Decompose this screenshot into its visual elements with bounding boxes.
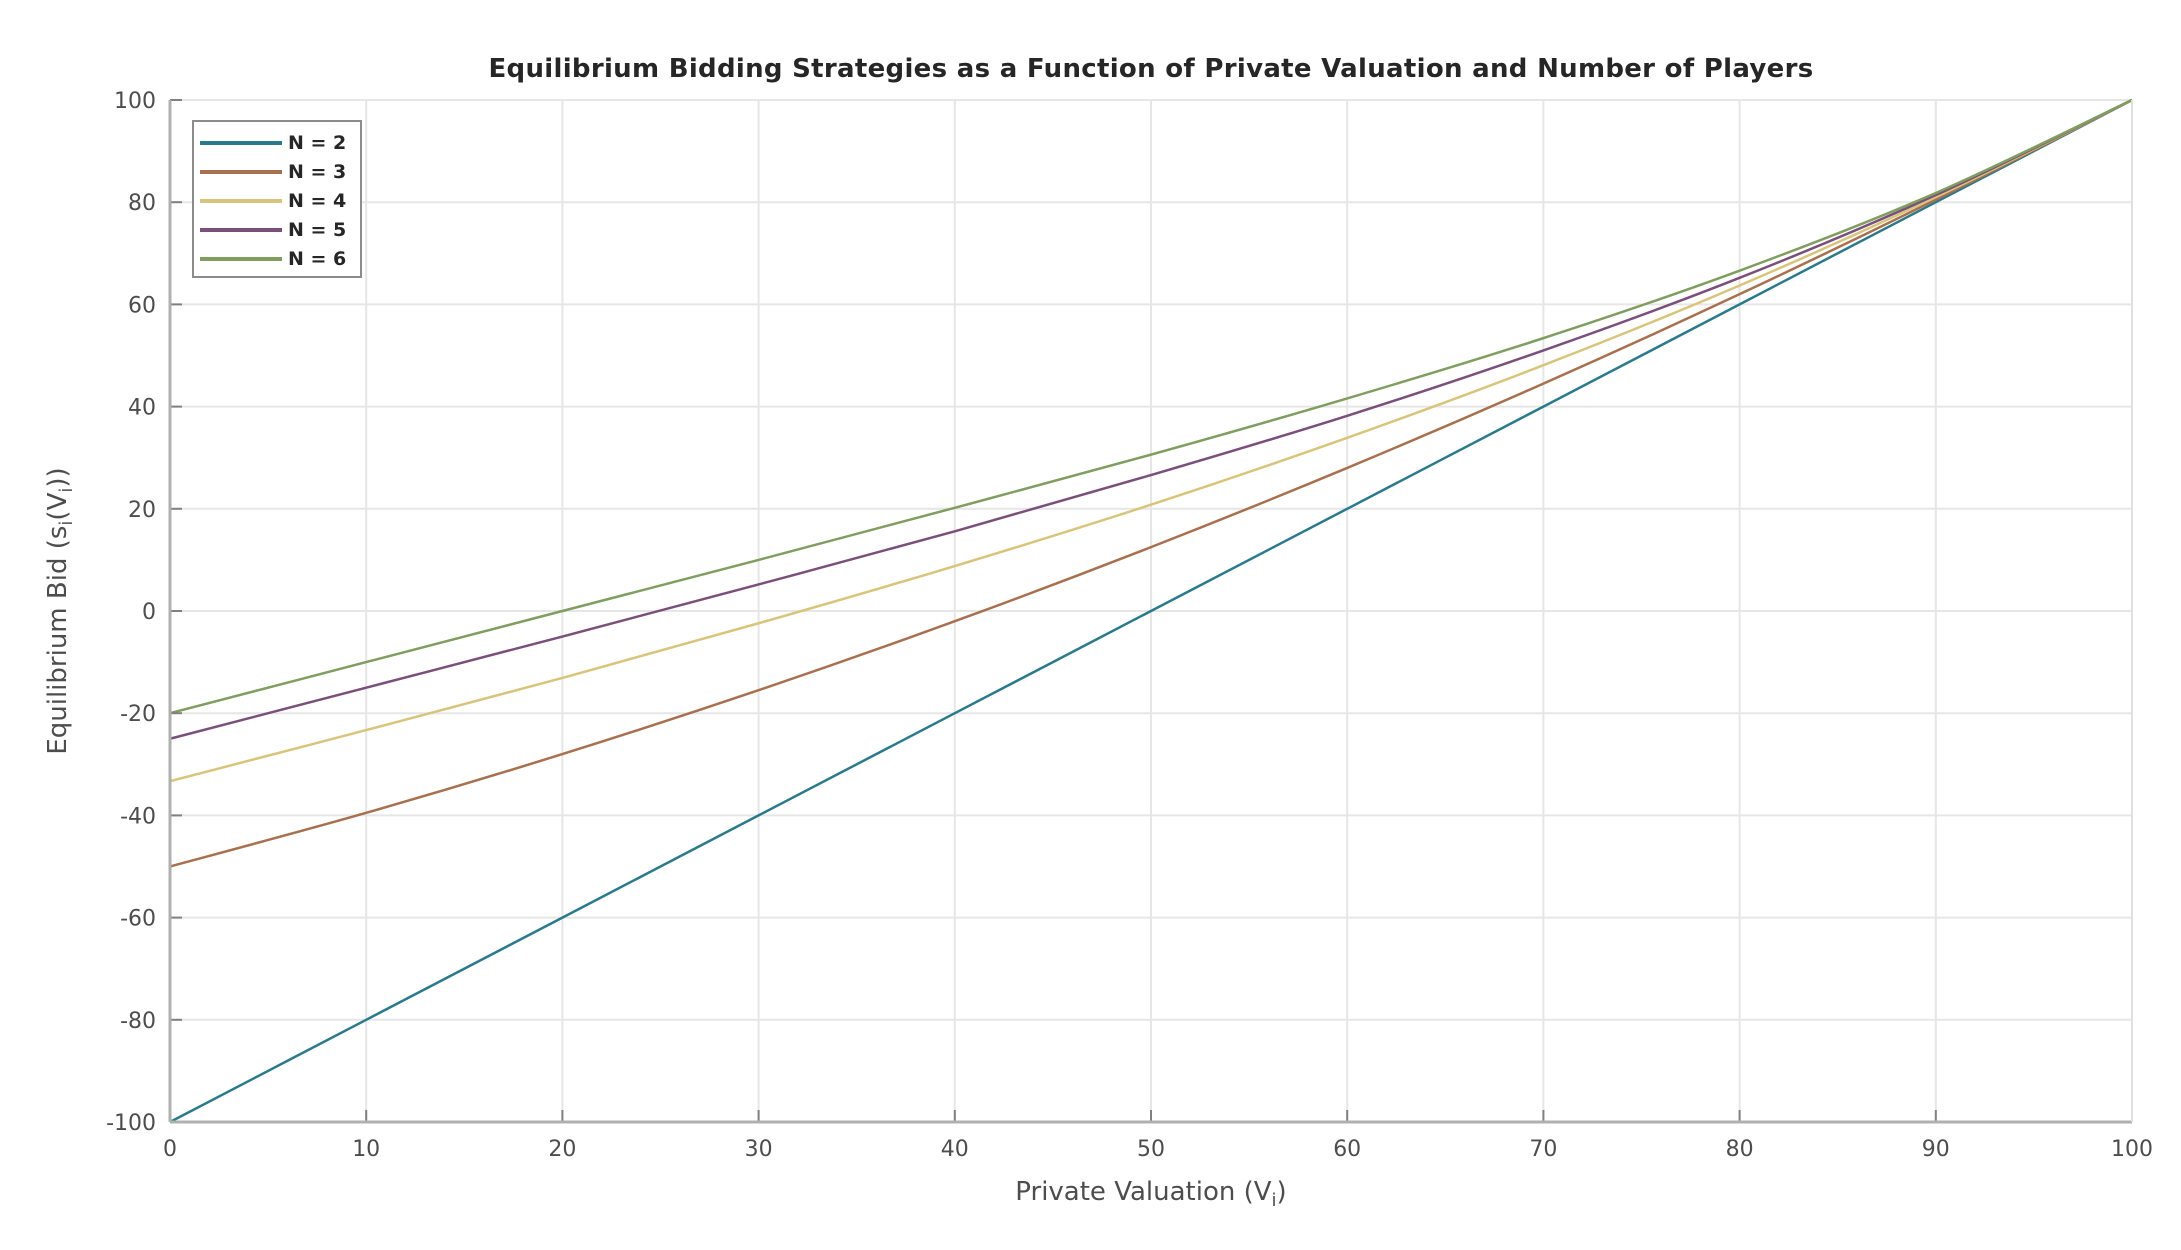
y-tick-label: 60 [128,293,156,318]
x-tick-label: 40 [941,1137,969,1162]
data-series [169,98,2133,1124]
legend-label: N = 4 [288,189,347,212]
y-tick-label: -60 [120,907,156,932]
y-tick-label: -40 [120,804,156,829]
x-tick-label: 70 [1529,1137,1557,1162]
series-line-N6 [169,98,2133,715]
y-tick-label: 80 [128,191,156,216]
legend-item-n4: N = 4 [200,186,354,215]
y-tick-label: 40 [128,396,156,421]
legend-item-n5: N = 5 [200,215,354,244]
series-line-N3 [169,98,2133,868]
y-tick-label: -100 [106,1111,156,1136]
legend-label: N = 3 [288,160,347,183]
x-tick-label: 10 [352,1137,380,1162]
legend-swatch [200,140,282,145]
y-tick-label: -80 [120,1009,156,1034]
y-tick-label: -20 [120,702,156,727]
y-tick-label: 0 [142,600,156,625]
legend-swatch [200,227,282,232]
legend-label: N = 2 [288,131,347,154]
x-tick-label: 90 [1922,1137,1950,1162]
x-tick-label: 50 [1137,1137,1165,1162]
legend: N = 2 N = 3 N = 4 N = 5 N = 6 [192,120,362,278]
legend-item-n6: N = 6 [200,244,354,273]
chart-title: Equilibrium Bidding Strategies as a Func… [488,54,1814,84]
x-tick-label: 0 [163,1137,177,1162]
series-line-N4 [169,98,2133,783]
y-tick-label: 100 [114,89,156,114]
x-tick-label: 20 [548,1137,576,1162]
legend-item-n2: N = 2 [200,128,354,157]
legend-swatch [200,169,282,174]
legend-label: N = 5 [288,218,347,241]
series-line-N5 [169,98,2133,740]
x-axis-label: Private Valuation (Vi) [1015,1177,1286,1211]
legend-item-n3: N = 3 [200,157,354,186]
legend-swatch [200,198,282,203]
x-tick-label: 100 [2111,1137,2153,1162]
axes [168,99,2133,1124]
y-axis-label: Equilibrium Bid (si(Vi)) [43,467,77,754]
x-tick-label: 60 [1333,1137,1361,1162]
x-tick-label: 30 [745,1137,773,1162]
legend-swatch [200,256,282,261]
series-line-N2 [169,98,2133,1124]
legend-label: N = 6 [288,247,347,270]
x-tick-label: 80 [1726,1137,1754,1162]
tick-labels: 0 10 20 30 40 50 60 70 80 90 100 -100 -80 -60 -40 -20 0 2… [106,89,2153,1162]
y-tick-label: 20 [128,498,156,523]
